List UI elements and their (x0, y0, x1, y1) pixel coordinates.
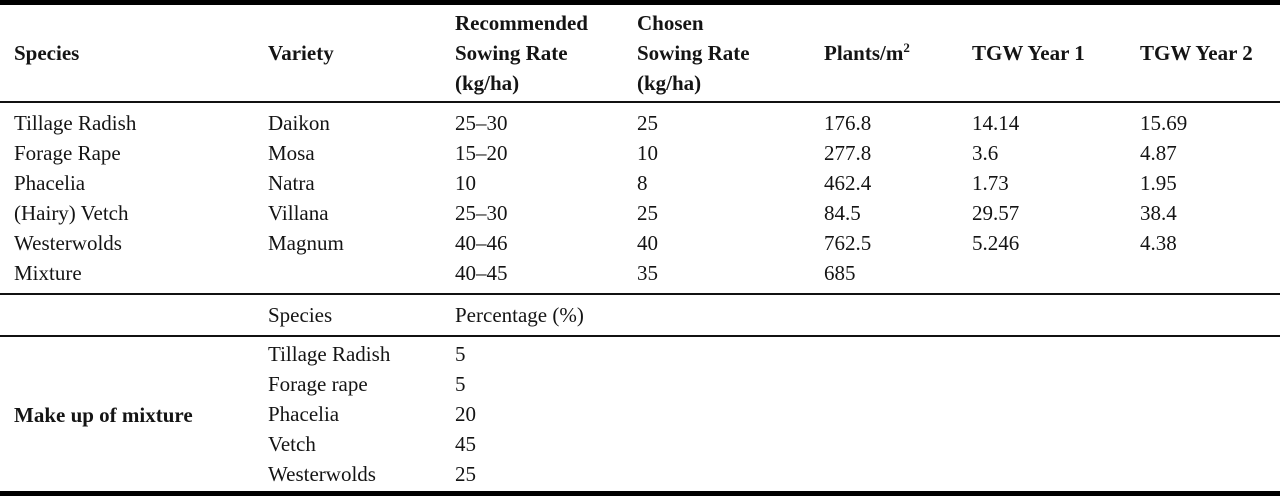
header-line: (kg/ha) (637, 71, 702, 95)
cell-tgw-year2: 38.4 (1140, 201, 1177, 225)
cell-mixture-species: Tillage Radish (268, 342, 391, 366)
sub-header-row: Species Percentage (%) (0, 294, 1280, 336)
column-header-chosen-sowing-rate: Chosen Sowing Rate (kg/ha) (637, 3, 824, 103)
table-row: Phacelia 20 (0, 399, 1280, 429)
cell-recommended-rate: 25–30 (455, 201, 508, 225)
cell-tgw-year2: 4.87 (1140, 141, 1177, 165)
cell-recommended-rate: 10 (455, 171, 476, 195)
header-line: Sowing Rate (637, 41, 750, 65)
plants-label: Plants/m (824, 40, 904, 65)
cell-chosen-rate: 25 (637, 201, 658, 225)
cell-variety (268, 258, 455, 294)
cell-chosen-rate: 8 (637, 171, 648, 195)
cell-recommended-rate: 40–46 (455, 231, 508, 255)
header-line: Recommended (455, 11, 588, 35)
cell-mixture-percentage: 45 (455, 432, 476, 456)
header-line: Chosen (637, 11, 704, 35)
table-row: Phacelia Natra 10 8 462.4 1.73 1.95 (0, 168, 1280, 198)
header-row: Species Variety Recommended Sowing Rate … (0, 3, 1280, 103)
cell-chosen-rate: 40 (637, 231, 658, 255)
cell-species: Tillage Radish (14, 111, 137, 135)
cell-mixture-percentage: 5 (455, 372, 466, 396)
table-header: Species Variety Recommended Sowing Rate … (0, 3, 1280, 103)
cell-tgw-year1: 3.6 (972, 141, 999, 165)
cell-recommended-rate: 40–45 (455, 261, 508, 285)
cell-tgw-year1: 29.57 (972, 201, 1020, 225)
cell-recommended-rate: 15–20 (455, 141, 508, 165)
table-row: Forage rape 5 (0, 369, 1280, 399)
cell-mixture-percentage: 20 (455, 402, 476, 426)
table-row: Make up of mixture Tillage Radish 5 (0, 336, 1280, 427)
cell-chosen-rate: 25 (637, 111, 658, 135)
cell-species: (Hairy) Vetch (14, 201, 129, 225)
cell-variety: Daikon (268, 111, 330, 135)
cell-variety: Villana (268, 201, 329, 225)
cell-tgw-year1: 5.246 (972, 231, 1020, 255)
cell-chosen-rate: 10 (637, 141, 658, 165)
column-header-species: Species (14, 40, 80, 65)
header-line: (kg/ha) (455, 71, 520, 95)
cell-tgw-year1: 14.14 (972, 111, 1020, 135)
cell-mixture-percentage: 25 (455, 462, 476, 486)
cell-empty (0, 294, 268, 336)
cell-plants-per-m2: 685 (824, 261, 856, 285)
cell-mixture-species: Vetch (268, 432, 316, 456)
cell-plants-per-m2: 462.4 (824, 171, 872, 195)
cell-mixture-percentage: 5 (455, 342, 466, 366)
header-line: Sowing Rate (455, 41, 568, 65)
cell-mixture-species: Forage rape (268, 372, 368, 396)
column-header-tgw-year-2: TGW Year 2 (1140, 40, 1253, 65)
cell-species: Westerwolds (14, 231, 122, 255)
cell-tgw-year2: 4.38 (1140, 231, 1177, 255)
cell-species: Mixture (14, 261, 82, 285)
cell-tgw-year2: 15.69 (1140, 111, 1188, 135)
cell-tgw-year1: 1.73 (972, 171, 1009, 195)
cell-variety: Natra (268, 171, 315, 195)
cell-plants-per-m2: 277.8 (824, 141, 872, 165)
column-header-plants-per-m2: Plants/m2 (824, 3, 972, 103)
cell-plants-per-m2: 762.5 (824, 231, 872, 255)
cell-plants-per-m2: 84.5 (824, 201, 861, 225)
table-row: Vetch 45 (0, 429, 1280, 459)
cell-species: Phacelia (14, 171, 86, 195)
cell-variety: Magnum (268, 231, 344, 255)
species-data-section: Tillage Radish Daikon 25–30 25 176.8 14.… (0, 102, 1280, 294)
cell-chosen-rate: 35 (637, 261, 658, 285)
table-row: Westerwolds Magnum 40–46 40 762.5 5.246 … (0, 228, 1280, 258)
mixture-section-label: Make up of mixture (14, 403, 193, 427)
cell-variety: Mosa (268, 141, 315, 165)
sub-header-percentage: Percentage (%) (455, 302, 584, 327)
column-header-recommended-sowing-rate: Recommended Sowing Rate (kg/ha) (455, 3, 637, 103)
mixture-composition-section: Make up of mixture Tillage Radish 5 Fora… (0, 336, 1280, 494)
table-row: Forage Rape Mosa 15–20 10 277.8 3.6 4.87 (0, 138, 1280, 168)
table-row: (Hairy) Vetch Villana 25–30 25 84.5 29.5… (0, 198, 1280, 228)
table-row: Mixture 40–45 35 685 (0, 258, 1280, 294)
cell-species: Forage Rape (14, 141, 121, 165)
mixture-sub-header-section: Species Percentage (%) (0, 294, 1280, 336)
cell-tgw-year2 (1140, 258, 1280, 294)
cell-tgw-year2: 1.95 (1140, 171, 1177, 195)
plants-superscript: 2 (903, 39, 910, 55)
column-header-variety: Variety (268, 40, 334, 65)
cell-tgw-year1 (972, 258, 1140, 294)
column-header-tgw-year-1: TGW Year 1 (972, 40, 1085, 65)
cell-mixture-species: Westerwolds (268, 462, 376, 486)
table-row: Tillage Radish Daikon 25–30 25 176.8 14.… (0, 102, 1280, 138)
sub-header-species: Species (268, 302, 333, 327)
table-row: Westerwolds 25 (0, 459, 1280, 494)
cell-recommended-rate: 25–30 (455, 111, 508, 135)
cell-plants-per-m2: 176.8 (824, 111, 872, 135)
cell-mixture-species: Phacelia (268, 402, 340, 426)
